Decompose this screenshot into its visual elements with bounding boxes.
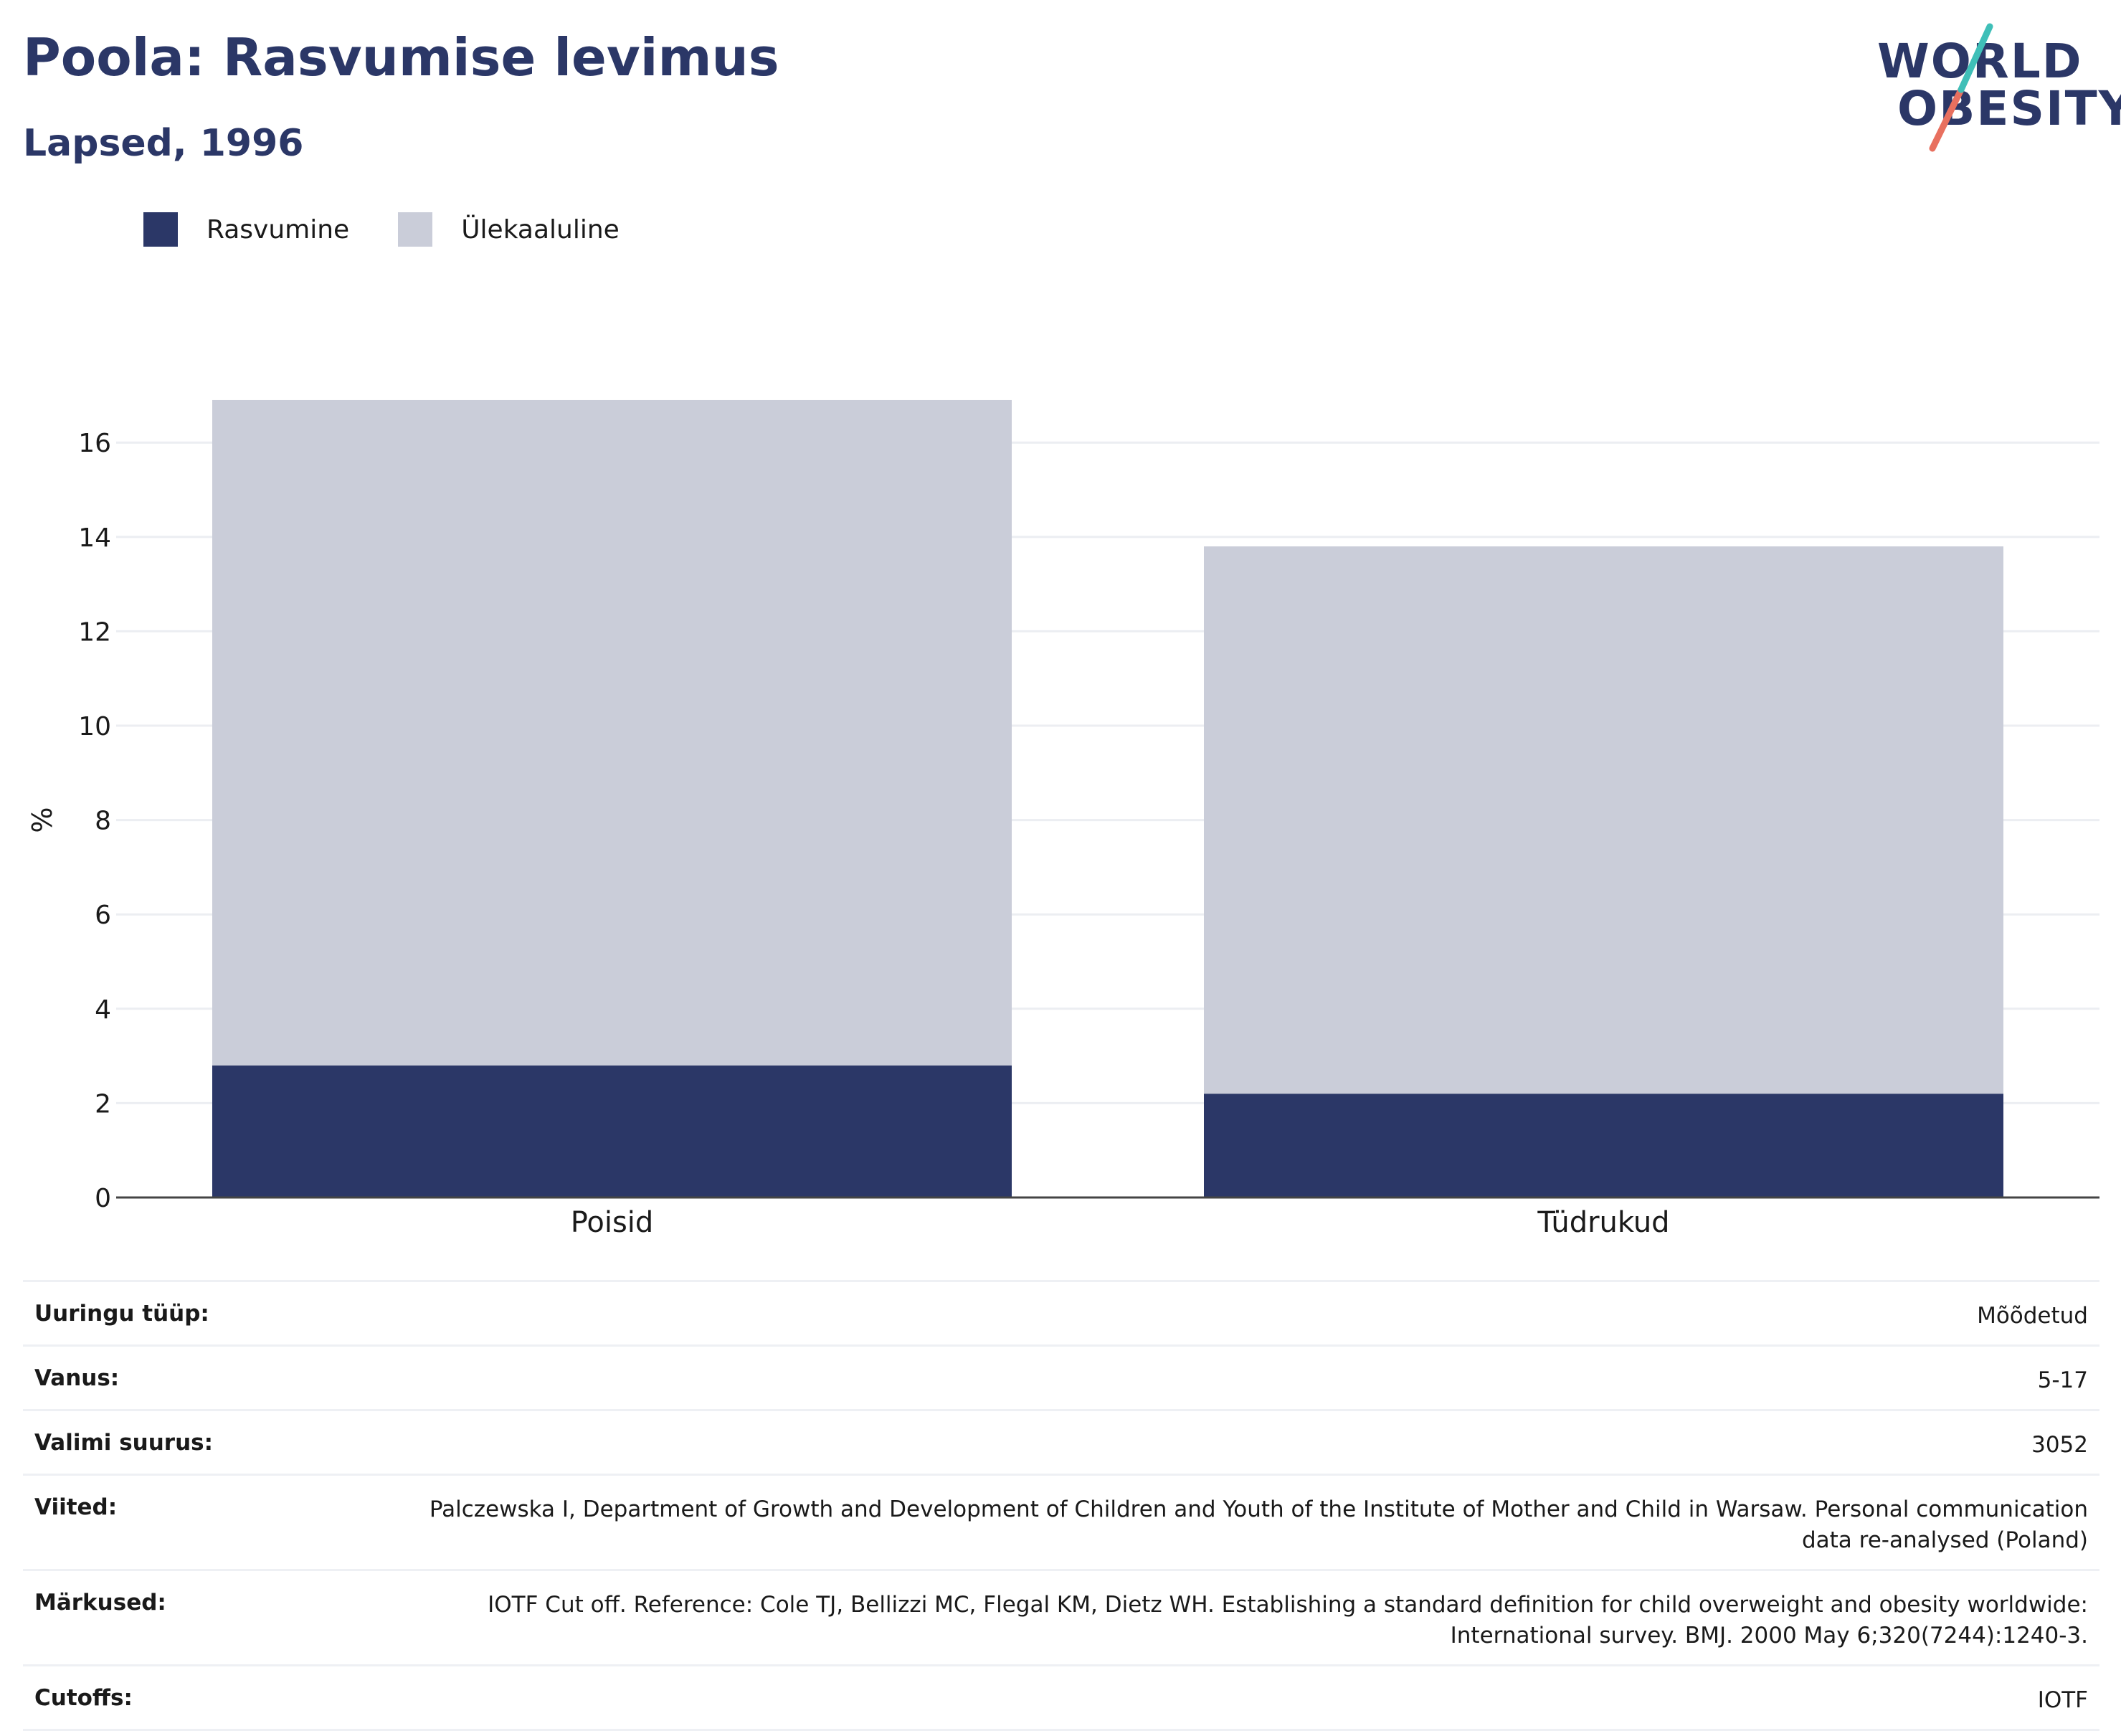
meta-row: Cutoffs: IOTF <box>23 1664 2099 1731</box>
meta-value: 5-17 <box>2037 1367 2088 1393</box>
legend-item-obesity: Rasvumine <box>143 212 349 247</box>
bar-overweight-boys <box>212 399 1012 1066</box>
world-obesity-logo: WORLD OBESITY <box>1864 18 2121 154</box>
y-tick-label: 12 <box>78 617 111 647</box>
legend-label-obesity: Rasvumine <box>207 214 350 245</box>
legend-swatch-overweight <box>398 212 433 247</box>
meta-label: Viited: <box>34 1494 118 1520</box>
chart-title: Poola: Rasvumise levimus <box>23 27 779 87</box>
bar-obesity-girls <box>1204 1094 2003 1197</box>
meta-label: Vanus: <box>34 1365 120 1391</box>
x-tick-label: Poisid <box>571 1206 654 1239</box>
legend-swatch-obesity <box>143 212 178 247</box>
y-tick-label: 8 <box>95 807 111 836</box>
meta-row: Märkused: IOTF Cut off. Reference: Cole T… <box>23 1569 2099 1664</box>
meta-value: IOTF Cut off. Reference: Cole TJ, Belliz… <box>488 1592 2088 1649</box>
bar-overweight-girls <box>1204 546 2003 1094</box>
y-tick-label: 4 <box>95 995 111 1025</box>
meta-label: Uuringu tüüp: <box>34 1301 209 1327</box>
stacked-bar-chart: 0 2 4 6 8 10 12 14 16% Poisid Tüdrukud <box>27 399 2099 1239</box>
meta-label: Valimi suurus: <box>34 1430 213 1456</box>
logo-slash-icon <box>1929 23 1993 152</box>
meta-value: Palczewska I, Department of Growth and D… <box>429 1497 2088 1553</box>
legend-item-overweight: Ülekaaluline <box>398 212 620 247</box>
y-tick-label: 2 <box>95 1089 111 1119</box>
chart-subtitle: Lapsed, 1996 <box>23 122 304 165</box>
legend-label-overweight: Ülekaaluline <box>461 214 620 245</box>
chart-legend: Rasvumine Ülekaaluline <box>143 212 663 247</box>
meta-value: 3052 <box>2031 1432 2088 1458</box>
meta-label: Cutoffs: <box>34 1685 133 1711</box>
y-tick-label: 10 <box>78 712 111 741</box>
bar-obesity-boys <box>212 1065 1012 1197</box>
y-tick-label: 16 <box>78 429 111 458</box>
meta-row: Uuringu tüüp: Mõõdetud <box>23 1280 2099 1344</box>
y-tick-label: 0 <box>95 1184 111 1213</box>
y-tick-label: 14 <box>78 523 111 553</box>
y-tick-label: 6 <box>95 901 111 930</box>
metadata-table: Uuringu tüüp: Mõõdetud Vanus: 5-17 Valimi su… <box>23 1280 2099 1731</box>
meta-value: IOTF <box>2037 1687 2088 1713</box>
meta-label: Märkused: <box>34 1590 166 1616</box>
y-axis-label: % <box>27 807 58 833</box>
meta-row: Valimi suurus: 3052 <box>23 1409 2099 1474</box>
logo-line-2: OBESITY <box>1897 81 2121 136</box>
meta-row: Vanus: 5-17 <box>23 1344 2099 1409</box>
meta-row: Viited: Palczewska I, Department of Growt… <box>23 1474 2099 1569</box>
meta-value: Mõõdetud <box>1977 1303 2088 1329</box>
x-tick-label: Tüdrukud <box>1537 1206 1669 1239</box>
